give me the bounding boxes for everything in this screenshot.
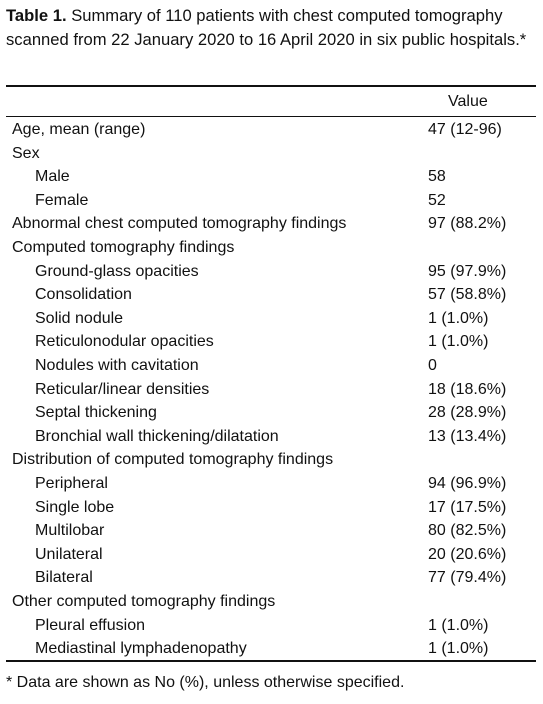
row-label: Other computed tomography findings [12, 593, 276, 610]
sub-row-label: Reticular/linear densities [35, 380, 210, 398]
footnote: * Data are shown as No (%), unless other… [6, 674, 405, 691]
row-value: 17 (17.5%) [428, 498, 507, 516]
header-rule [6, 116, 536, 117]
row-value: 20 (20.6%) [428, 545, 507, 563]
sub-row-label: Bilateral [35, 569, 93, 587]
row-value: 1 (1.0%) [428, 333, 489, 351]
sub-row-label: Ground-glass opacities [35, 262, 199, 280]
sub-row-label: Reticulonodular opacities [35, 333, 214, 351]
row-value: 18 (18.6%) [428, 380, 507, 398]
row-value: 77 (79.4%) [428, 569, 507, 587]
row-value: 58 [428, 168, 446, 186]
sub-row-label: Bronchial wall thickening/dilatation [35, 427, 279, 445]
row-value: 52 [428, 191, 446, 209]
sub-row-label: Solid nodule [35, 309, 124, 327]
sub-row-label: Nodules with cavitation [35, 357, 199, 374]
row-value: 80 (82.5%) [428, 522, 507, 540]
table-caption: Table 1. Summary of 110 patients with ch… [6, 4, 538, 51]
row-value: 94 (96.9%) [428, 475, 507, 492]
row-value: 1 (1.0%) [428, 640, 489, 658]
row-label: Distribution of computed tomography find… [12, 451, 334, 469]
row-label: Sex [12, 144, 40, 162]
sub-row-label: Consolidation [35, 286, 132, 304]
sub-row-label: Unilateral [35, 545, 103, 563]
column-header: Value [448, 93, 488, 110]
row-label: Computed tomography findings [12, 239, 235, 256]
caption-text: Summary of 110 patients with chest compu… [6, 6, 527, 49]
row-value: 47 (12-96) [428, 121, 502, 138]
row-value: 95 (97.9%) [428, 262, 507, 280]
sub-row-label: Single lobe [35, 498, 115, 516]
top-rule [6, 85, 536, 87]
row-value: 0 [428, 357, 437, 374]
sub-row-label: Mediastinal lymphadenopathy [35, 640, 247, 658]
row-value: 57 (58.8%) [428, 286, 507, 304]
caption-label: Table 1. [6, 6, 67, 25]
row-value: 13 (13.4%) [428, 427, 507, 445]
row-value: 97 (88.2%) [428, 215, 507, 233]
sub-row-label: Male [35, 168, 70, 186]
row-value: 1 (1.0%) [428, 616, 489, 634]
sub-row-label: Female [35, 191, 89, 209]
sub-row-label: Peripheral [35, 475, 108, 492]
row-value: 1 (1.0%) [428, 309, 489, 327]
sub-row-label: Septal thickening [35, 404, 157, 422]
row-label: Age, mean (range) [12, 121, 146, 138]
sub-row-label: Pleural effusion [35, 616, 145, 634]
row-value: 28 (28.9%) [428, 404, 507, 422]
row-label: Abnormal chest computed tomography findi… [12, 215, 347, 233]
bottom-rule [6, 660, 536, 662]
sub-row-label: Multilobar [35, 522, 105, 540]
